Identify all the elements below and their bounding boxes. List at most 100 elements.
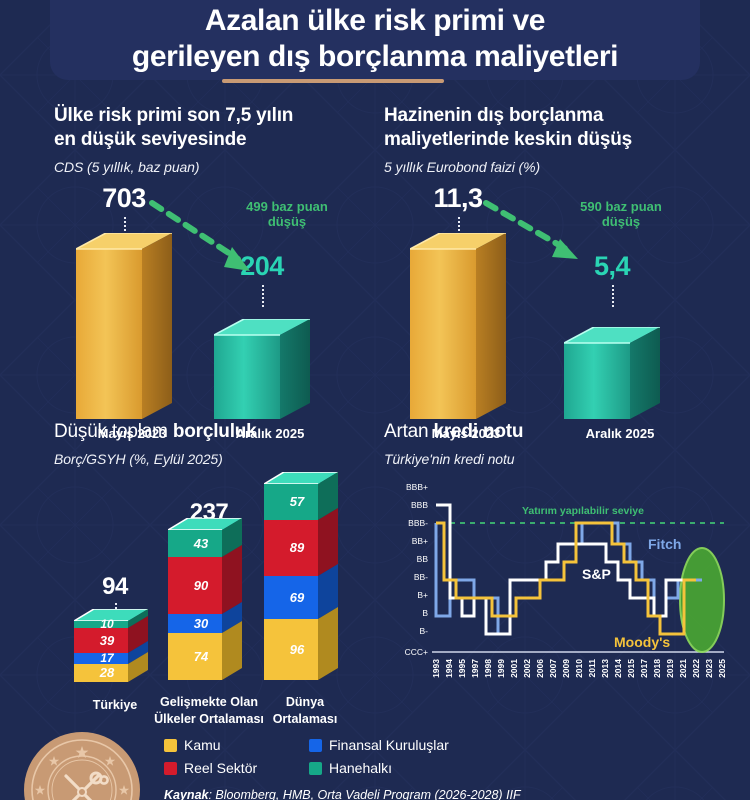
legend-swatch-reel bbox=[164, 761, 177, 775]
page-title-line2: gerileyen dış borçlanma maliyetleri bbox=[131, 39, 619, 73]
panel-rating-title-bold: kredi notu bbox=[433, 421, 524, 442]
rating-series-sp bbox=[436, 503, 690, 636]
rating-ytick-7: B bbox=[422, 608, 428, 618]
panel-cds: Ülke risk primi son 7,5 yılın en düşük s… bbox=[54, 104, 374, 441]
eurobond-bar-value-0: 11,3 bbox=[433, 182, 483, 213]
panel-eurobond: Hazinenin dış borçlanma maliyetlerinde k… bbox=[384, 104, 714, 441]
cds-bar-value-0: 703 bbox=[102, 182, 146, 213]
rating-threshold-label: Yatırım yapılabilir seviye bbox=[522, 505, 644, 517]
eurobond-decline-note: 590 baz puan düşüş bbox=[556, 199, 686, 230]
source-text: : Bloomberg, HMB, Orta Vadeli Program (2… bbox=[208, 788, 521, 800]
debt-category-2: Dünya Ortalaması bbox=[240, 694, 370, 727]
cds-bar-1 bbox=[214, 318, 310, 419]
panel-rating-subtitle: Türkiye'nin kredi notu bbox=[384, 450, 515, 467]
debt-category-2-l2: Ortalaması bbox=[272, 711, 338, 726]
panel-eurobond-title-line2: maliyetlerinde keskin düşüş bbox=[384, 128, 633, 150]
rating-ytick-0: BBB+ bbox=[406, 482, 428, 492]
legend-item-finansal: Finansal Kuruluşlar bbox=[309, 737, 564, 753]
eurobond-bar-chart: 11,3 5,4 5 bbox=[384, 179, 714, 441]
panel-cds-subtitle: CDS (5 yıllık, baz puan) bbox=[54, 158, 200, 175]
rating-xtick-13: 2013 bbox=[600, 659, 610, 678]
rating-label-fitch: Fitch bbox=[648, 536, 681, 552]
cds-category-1: Aralık 2025 bbox=[235, 425, 305, 441]
debt-total-0: 94 bbox=[102, 572, 128, 600]
debt-category-1: Gelişmekte Olan Ülkeler Ortalaması bbox=[144, 694, 274, 727]
panel-rating: Artan kredi notu Türkiye'nin kredi notu … bbox=[384, 420, 734, 707]
rating-ytick-4: BB bbox=[417, 554, 429, 564]
panel-eurobond-title-line1: Hazinenin dış borçlanma bbox=[384, 105, 604, 126]
page-title: Azalan ülke risk primi ve gerileyen dış … bbox=[131, 3, 619, 74]
panel-debt-title: Düşük toplam borçluluk bbox=[54, 420, 374, 444]
cds-bar-value-1: 204 bbox=[240, 250, 284, 281]
rating-xtick-8: 2006 bbox=[535, 659, 545, 678]
eurobond-decline-note-line1: 590 baz puan bbox=[580, 198, 662, 214]
rating-xtick-12: 2011 bbox=[587, 659, 597, 678]
rating-xtick-22: 2025 bbox=[717, 659, 727, 678]
rating-xtick-7: 2002 bbox=[522, 659, 532, 678]
eurobond-decline-arrow bbox=[483, 199, 578, 259]
rating-highlight-ellipse bbox=[679, 546, 725, 653]
page-title-line1: Azalan ülke risk primi ve bbox=[204, 4, 546, 38]
rating-xtick-19: 2021 bbox=[678, 659, 688, 678]
debt-category-0: Türkiye bbox=[50, 697, 180, 713]
rating-xtick-5: 1999 bbox=[496, 659, 506, 678]
legend-item-hanehalki: Hanehalkı bbox=[309, 760, 564, 776]
rating-xtick-17: 2018 bbox=[652, 659, 662, 678]
eurobond-bar-value-1: 5,4 bbox=[593, 250, 631, 281]
eurobond-category-1: Aralık 2025 bbox=[585, 425, 655, 441]
rating-series-moodys bbox=[436, 521, 696, 636]
rating-ytick-3: BB+ bbox=[412, 536, 428, 546]
rating-label-moodys: Moody's bbox=[614, 634, 670, 650]
rating-chart-svg: BBB+ BBB BBB- BB+ BB BB- B+ B B- CCC+ Ya… bbox=[405, 482, 727, 678]
eurobond-category-0: Mayıs 2023 bbox=[431, 425, 501, 441]
eurobond-leader-0 bbox=[458, 216, 460, 239]
cds-category-0: Mayıs 2023 bbox=[97, 425, 167, 441]
rating-xtick-10: 2009 bbox=[561, 659, 571, 678]
rating-xtick-0: 1993 bbox=[431, 659, 441, 678]
debt-category-0-l1: Türkiye bbox=[92, 697, 138, 712]
debt-stacked-chart: 94 237 311 10 39 bbox=[54, 469, 374, 726]
panel-debt-title-light: Düşük toplam bbox=[54, 421, 173, 442]
rating-line-chart: BBB+ BBB BBB- BB+ BB BB- B+ B B- CCC+ Ya… bbox=[384, 477, 734, 707]
title-divider bbox=[222, 79, 444, 83]
rating-label-sp: S&P bbox=[582, 566, 611, 582]
rating-xtick-2: 1995 bbox=[457, 659, 467, 678]
panel-debt-subtitle: Borç/GSYH (%, Eylül 2025) bbox=[54, 450, 223, 467]
rating-xtick-4: 1998 bbox=[483, 659, 493, 678]
legend-label-hanehalki: Hanehalkı bbox=[329, 760, 393, 776]
rating-xtick-6: 2001 bbox=[509, 659, 519, 678]
rating-xtick-14: 2014 bbox=[613, 659, 623, 678]
rating-ytick-5: BB- bbox=[414, 572, 428, 582]
panel-rating-title: Artan kredi notu bbox=[384, 420, 734, 444]
panel-eurobond-subtitle: 5 yıllık Eurobond faizi (%) bbox=[384, 158, 541, 175]
header-banner: Azalan ülke risk primi ve gerileyen dış … bbox=[50, 0, 700, 80]
debt-legend: Kamu Finansal Kuruluşlar Reel Sektör Han… bbox=[164, 737, 564, 776]
rating-ytick-9: CCC+ bbox=[405, 647, 428, 657]
legend-label-reel: Reel Sektör bbox=[184, 760, 258, 776]
rating-xtick-3: 1997 bbox=[470, 659, 480, 678]
debt-stack-0 bbox=[74, 608, 148, 682]
panel-cds-title-line2: en düşük seviyesinde bbox=[54, 128, 247, 150]
rating-ytick-2: BBB- bbox=[408, 518, 428, 528]
legend-item-reel: Reel Sektör bbox=[164, 760, 309, 776]
rating-xtick-11: 2010 bbox=[574, 659, 584, 678]
panel-eurobond-title: Hazinenin dış borçlanma maliyetlerinde k… bbox=[384, 104, 714, 152]
ministry-emblem bbox=[24, 732, 140, 800]
rating-ytick-1: BBB bbox=[411, 500, 428, 510]
source-line: Kaynak: Bloomberg, HMB, Orta Vadeli Prog… bbox=[164, 788, 521, 800]
legend-label-finansal: Finansal Kuruluşlar bbox=[329, 737, 449, 753]
rating-xtick-16: 2017 bbox=[639, 659, 649, 678]
cds-bar-0 bbox=[76, 232, 172, 419]
eurobond-bar-0 bbox=[410, 232, 506, 419]
source-prefix: Kaynak bbox=[164, 788, 209, 800]
cds-leader-1 bbox=[262, 284, 264, 307]
rating-xtick-20: 2022 bbox=[691, 659, 701, 678]
eurobond-bar-1 bbox=[564, 326, 660, 419]
panel-cds-title: Ülke risk primi son 7,5 yılın en düşük s… bbox=[54, 104, 374, 152]
cds-decline-arrow bbox=[149, 199, 250, 271]
cds-leader-0 bbox=[124, 216, 126, 239]
cds-decline-note-line1: 499 baz puan bbox=[246, 198, 328, 214]
panel-debt: Düşük toplam borçluluk Borç/GSYH (%, Eyl… bbox=[54, 420, 374, 726]
cds-decline-note: 499 baz puan düşüş bbox=[222, 199, 352, 230]
